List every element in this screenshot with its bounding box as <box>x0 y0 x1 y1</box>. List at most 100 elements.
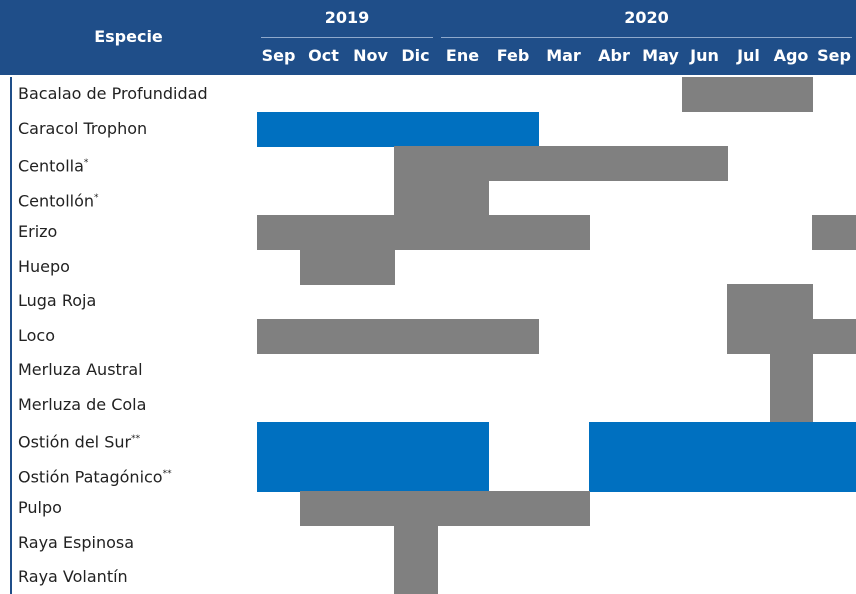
species-name: Pulpo <box>18 491 62 526</box>
closed-season <box>257 215 301 250</box>
closed-season <box>394 525 438 561</box>
species-text: Erizo <box>18 222 58 241</box>
closed-season <box>538 215 590 250</box>
species-text: Huepo <box>18 256 70 276</box>
closed-season <box>770 318 813 354</box>
closed-season <box>589 456 640 492</box>
species-name: Ostión del Sur** <box>18 422 140 460</box>
month-label: Jun <box>690 46 719 65</box>
closed-season <box>300 249 348 285</box>
closed-season <box>812 215 856 250</box>
closed-season <box>727 284 771 319</box>
closed-season <box>589 422 640 457</box>
year-label: 2020 <box>624 8 669 27</box>
month-label: Nov <box>353 46 388 65</box>
closed-season <box>727 77 771 112</box>
closed-season <box>437 422 489 457</box>
closed-season <box>394 215 438 250</box>
closed-season <box>770 284 813 319</box>
species-name: Centolla* <box>18 146 88 184</box>
species-text: Ostión Patagónico <box>18 466 163 486</box>
closed-season <box>347 318 395 354</box>
closed-season <box>394 180 438 216</box>
closed-season <box>488 146 539 181</box>
closed-season <box>488 318 539 354</box>
closed-season <box>437 318 489 354</box>
closed-season <box>437 456 489 492</box>
closed-season <box>639 422 683 457</box>
closed-season <box>488 491 539 526</box>
species-name: Erizo <box>18 215 57 250</box>
closed-season <box>347 422 395 457</box>
month-label: Abr <box>598 46 630 65</box>
closed-season <box>437 215 489 250</box>
species-text: Centollón <box>18 190 95 210</box>
month-label: Dic <box>401 46 430 65</box>
closed-season <box>437 180 489 216</box>
closed-season <box>300 318 348 354</box>
closed-season <box>770 77 813 112</box>
species-text: Luga Roja <box>18 291 97 310</box>
species-text: Loco <box>18 325 56 345</box>
species-name: Huepo <box>18 250 70 285</box>
month-label: May <box>642 46 679 65</box>
closed-season <box>347 249 395 285</box>
closed-season <box>347 456 395 492</box>
closed-season <box>257 111 301 147</box>
species-name: Bacalao de Profundidad <box>18 77 208 112</box>
month-label: Oct <box>308 46 339 65</box>
closed-season <box>394 318 438 354</box>
header-species: Especie <box>94 27 163 46</box>
year-rule <box>441 37 852 38</box>
species-name: Merluza de Cola <box>18 388 146 423</box>
species-name: Raya Espinosa <box>18 526 134 561</box>
closed-season <box>300 111 348 147</box>
month-label: Jul <box>737 46 760 65</box>
year-label: 2019 <box>324 8 370 27</box>
closed-season <box>257 422 301 457</box>
closed-season <box>347 111 395 147</box>
species-name: Luga Roja <box>18 284 96 319</box>
closed-season <box>394 146 438 181</box>
species-text: Merluza Austral <box>18 360 143 379</box>
month-label: Ago <box>773 46 809 65</box>
closed-season <box>639 146 683 181</box>
left-border <box>10 77 12 594</box>
closed-season <box>300 422 348 457</box>
species-text: Pulpo <box>18 498 62 517</box>
footnote-mark: ** <box>131 434 141 444</box>
species-text: Raya Volantín <box>18 567 128 586</box>
closed-season <box>538 491 590 526</box>
species-name: Raya Volantín <box>18 560 128 594</box>
species-name: Loco <box>18 319 55 354</box>
closed-season <box>300 456 348 492</box>
species-name: Centollón* <box>18 181 99 219</box>
closed-season <box>770 353 813 388</box>
closed-season <box>394 560 438 594</box>
closed-season <box>682 456 728 492</box>
closed-season <box>770 387 813 423</box>
month-label: Feb <box>496 46 530 65</box>
closed-season <box>257 318 301 354</box>
closed-season <box>538 146 590 181</box>
closed-season <box>727 422 771 457</box>
closed-season <box>812 456 856 492</box>
closed-season <box>394 456 438 492</box>
closed-season <box>812 422 856 457</box>
closed-season <box>488 111 539 147</box>
closed-season <box>639 456 683 492</box>
closed-season <box>812 318 856 354</box>
species-name: Ostión Patagónico** <box>18 457 172 495</box>
species-text: Bacalao de Profundidad <box>18 84 208 103</box>
closed-season <box>682 422 728 457</box>
closed-season <box>394 491 438 526</box>
closed-season <box>488 215 539 250</box>
closed-season <box>770 456 813 492</box>
footnote-mark: * <box>83 158 89 168</box>
closed-season <box>394 111 438 147</box>
month-label: Sep <box>817 46 851 65</box>
species-name: Caracol Trophon <box>18 112 147 147</box>
closed-season <box>437 491 489 526</box>
closed-season <box>300 491 348 526</box>
